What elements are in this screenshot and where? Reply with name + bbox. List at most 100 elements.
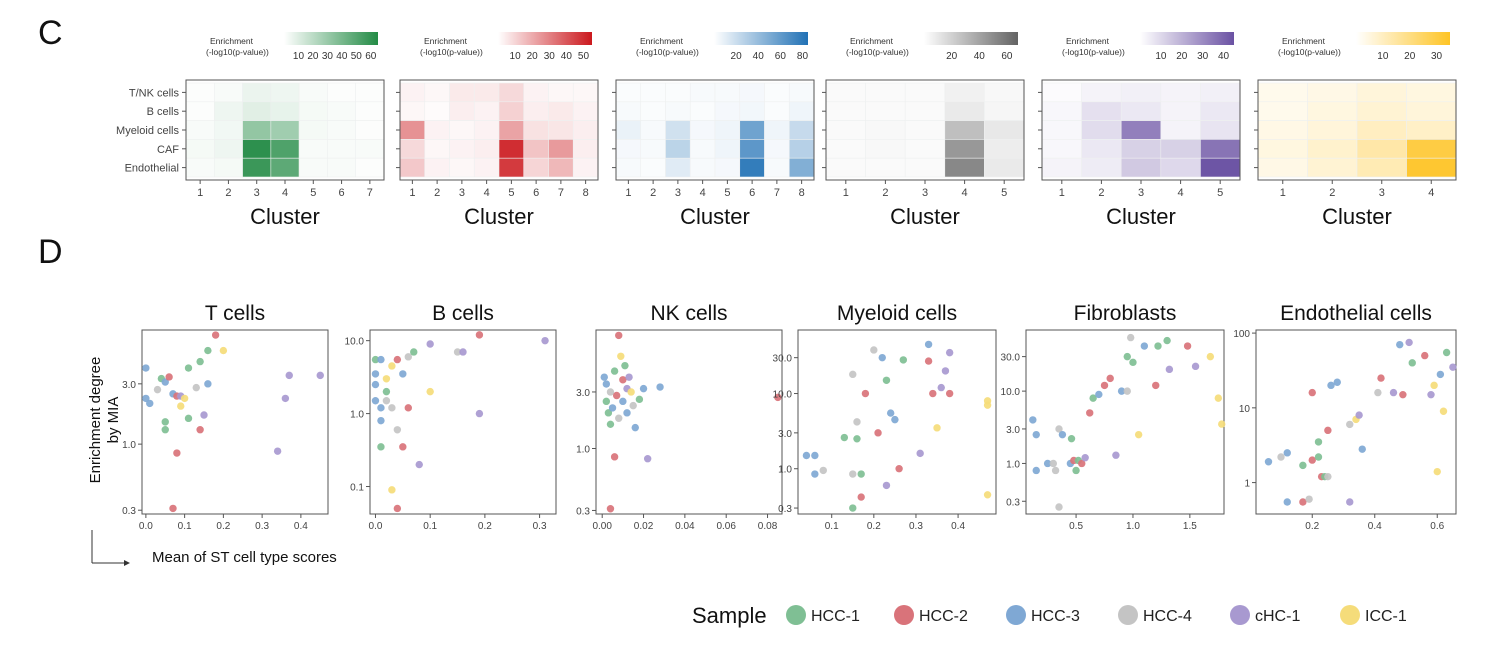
scatter-point (1134, 430, 1143, 439)
heatmap-cell (615, 101, 642, 121)
scatter-point (619, 397, 627, 406)
scatter-point (184, 364, 193, 372)
scatter-point (285, 371, 293, 380)
scatter-y-tick-label: 0.3 (1006, 497, 1020, 508)
heatmap-legend-tick-label: 30 (322, 51, 334, 62)
heatmap-cell (355, 157, 385, 178)
heatmap-cell (298, 101, 328, 121)
scatter-point (382, 397, 391, 405)
heatmap-cell (473, 120, 500, 140)
scatter-point (1123, 352, 1131, 361)
scatter-point (891, 415, 899, 424)
scatter-point (1324, 472, 1332, 481)
heatmap-legend-tick-label: 20 (1404, 51, 1416, 62)
heatmap-cell (689, 120, 716, 140)
scatter-point (1032, 466, 1040, 475)
heatmap-x-tick-label: 1 (625, 187, 631, 199)
scatter-point (1218, 420, 1226, 428)
heatmap-cell (1356, 120, 1407, 140)
heatmap-x-tick-label: 4 (700, 187, 706, 199)
scatter-point (388, 486, 396, 494)
heatmap-cell (424, 139, 450, 159)
sample-legend-swatch (1006, 605, 1026, 625)
heatmap-cell (615, 139, 642, 159)
heatmap-x-tick-label: 4 (1428, 187, 1434, 199)
heatmap-x-tick-label: 8 (583, 187, 589, 199)
heatmap-row-label: CAF (157, 144, 179, 156)
heatmap-cell (572, 120, 599, 140)
scatter-point (882, 481, 891, 490)
heatmap-legend-title: Enrichment (1066, 36, 1110, 46)
scatter-point (1154, 342, 1162, 350)
scatter-point (625, 373, 633, 381)
scatter-point (945, 389, 954, 398)
scatter-point (1308, 388, 1316, 397)
scatter-point (273, 447, 282, 455)
heatmap-cell (825, 139, 866, 159)
scatter-point (1117, 387, 1126, 395)
heatmap-x-tick-label: 2 (434, 187, 440, 199)
heatmap-cell (904, 101, 946, 121)
scatter-title: B cells (432, 302, 494, 325)
heatmap-cell (1041, 101, 1082, 121)
scatter-y-tick-label: 3.0 (576, 388, 590, 399)
scatter-title: NK cells (650, 302, 727, 325)
heatmap-legend-tick-label: 20 (307, 51, 319, 62)
scatter-point (604, 409, 613, 417)
heatmap-x-axis-title: Cluster (250, 204, 320, 229)
axis-guide-arrow-icon (124, 560, 130, 566)
scatter-point (882, 376, 891, 385)
heatmap-cell (640, 120, 666, 140)
heatmap-cell (865, 120, 906, 140)
scatter-title: Myeloid cells (837, 302, 957, 325)
scatter-point (631, 423, 639, 432)
scatter-panel: Myeloid cells 0.1 0.2 0.3 0.4 0.3 1.0 3.0 10.0 30… (773, 302, 997, 532)
scatter-x-tick-label: 0.3 (909, 521, 923, 532)
heatmap-cell (270, 120, 300, 140)
scatter-point (819, 466, 827, 475)
scatter-point (377, 416, 385, 425)
scatter-point (377, 443, 385, 451)
heatmap-cell (665, 101, 691, 121)
heatmap-x-tick-label: 1 (843, 187, 849, 199)
scatter-point (600, 373, 608, 381)
heatmap-cell (449, 101, 475, 121)
heatmap-legend-tick-label: 20 (1176, 51, 1188, 62)
scatter-point (656, 383, 664, 391)
heatmap-cell (242, 120, 272, 140)
heatmap-cell (788, 139, 815, 159)
scatter-point (619, 376, 627, 384)
heatmap-legend-tick-label: 10 (1155, 51, 1167, 62)
heatmap-row-label: B cells (147, 106, 180, 118)
heatmap-cell (1120, 101, 1162, 121)
scatter-point (623, 409, 631, 417)
scatter-point (933, 424, 941, 432)
heatmap-cell (424, 157, 450, 178)
scatter-point (840, 433, 849, 442)
heatmap-row-label: Endothelial (125, 163, 179, 175)
heatmap-cell (572, 157, 599, 178)
sample-legend-label: ICC-1 (1365, 608, 1407, 625)
heatmap-cell (424, 120, 450, 140)
heatmap-cell (523, 101, 549, 121)
scatter-x-tick-label: 0.3 (255, 521, 269, 532)
heatmap-cell (399, 120, 426, 140)
scatter-point (608, 404, 617, 412)
heatmap-legend-colorbar (498, 32, 592, 45)
scatter-point (192, 383, 200, 392)
scatter-point (1396, 340, 1404, 349)
scatter-point (399, 443, 407, 451)
scatter-title: Endothelial cells (1280, 302, 1432, 325)
scatter-point (615, 414, 623, 422)
heatmap-cell (1120, 82, 1162, 103)
scatter-point (1152, 381, 1160, 390)
scatter-point (857, 493, 865, 501)
scatter-point (1389, 388, 1398, 397)
scatter-point (388, 362, 396, 370)
heatmap-cell (270, 139, 300, 159)
scatter-x-tick-label: 0.4 (294, 521, 308, 532)
heatmap-x-axis-title: Cluster (464, 204, 534, 229)
scatter-y-tick-label: 1.0 (1006, 459, 1020, 470)
scatter-point (1112, 451, 1120, 459)
scatter-point (874, 429, 882, 437)
